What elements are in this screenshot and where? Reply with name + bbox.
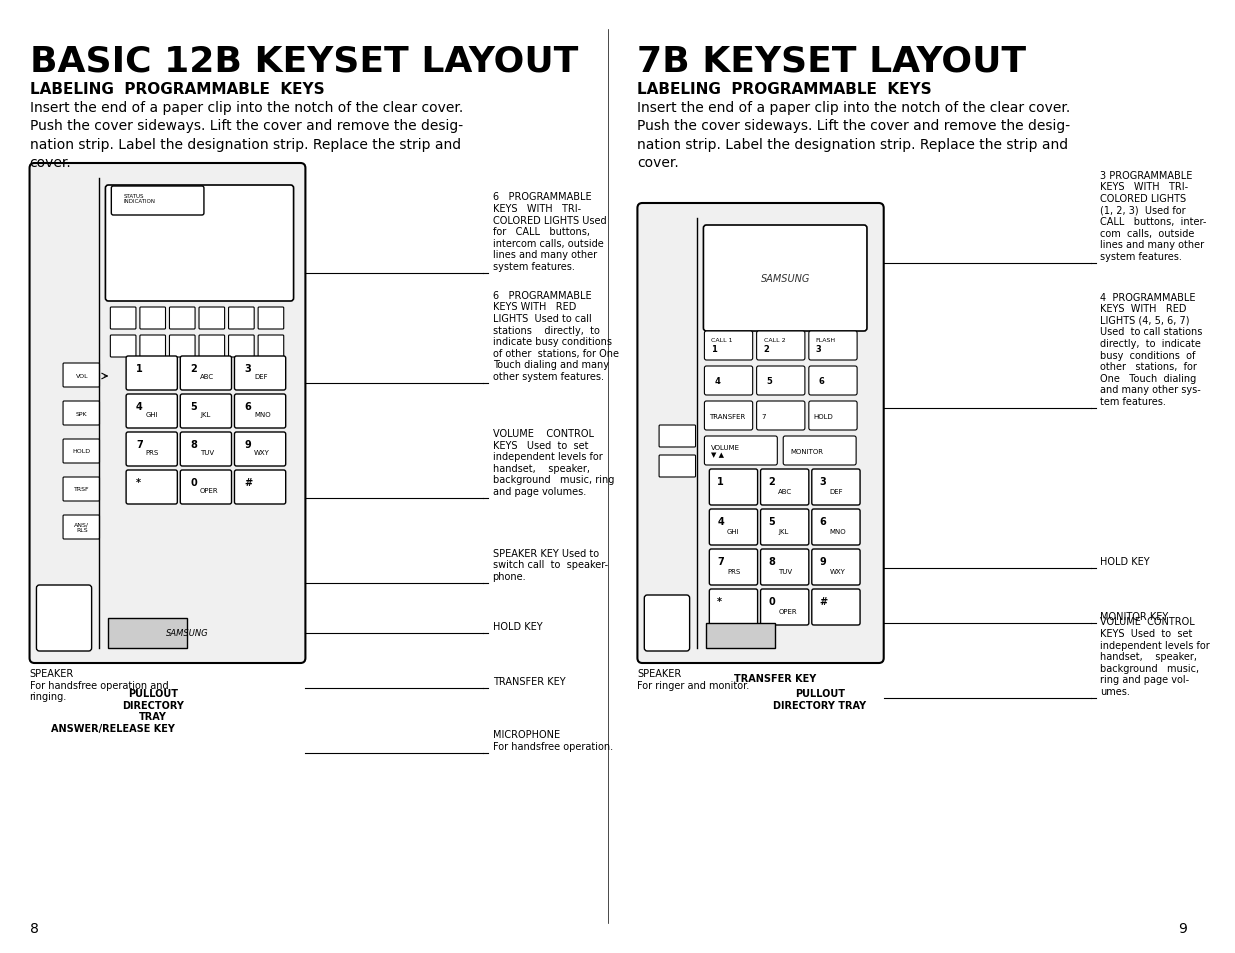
Text: TUV: TUV xyxy=(778,568,793,575)
Text: ABC: ABC xyxy=(200,374,214,379)
Text: 1: 1 xyxy=(711,345,718,355)
FancyBboxPatch shape xyxy=(63,401,100,426)
Text: SAMSUNG: SAMSUNG xyxy=(165,629,209,638)
Text: TRSF: TRSF xyxy=(74,487,90,492)
Text: STATUS
INDICATION: STATUS INDICATION xyxy=(124,193,156,204)
Text: PULLOUT
DIRECTORY TRAY: PULLOUT DIRECTORY TRAY xyxy=(773,688,866,710)
Text: 7: 7 xyxy=(136,439,143,450)
Text: ANS/
RLS: ANS/ RLS xyxy=(74,522,89,533)
Text: TRANSFER KEY: TRANSFER KEY xyxy=(493,677,566,686)
FancyBboxPatch shape xyxy=(704,226,867,332)
FancyBboxPatch shape xyxy=(258,308,284,330)
FancyBboxPatch shape xyxy=(761,470,809,505)
Text: 8: 8 xyxy=(768,557,776,566)
Text: 2: 2 xyxy=(763,345,769,355)
Text: OPER: OPER xyxy=(778,608,797,615)
FancyBboxPatch shape xyxy=(809,332,857,360)
FancyBboxPatch shape xyxy=(757,367,805,395)
Text: DEF: DEF xyxy=(830,489,844,495)
Text: 3: 3 xyxy=(245,364,251,374)
FancyBboxPatch shape xyxy=(757,401,805,431)
Text: 0: 0 xyxy=(768,597,776,606)
FancyBboxPatch shape xyxy=(180,471,231,504)
Text: 5: 5 xyxy=(767,377,772,386)
Text: LABELING  PROGRAMMABLE  KEYS: LABELING PROGRAMMABLE KEYS xyxy=(30,82,324,97)
Text: 7B KEYSET LAYOUT: 7B KEYSET LAYOUT xyxy=(637,44,1026,78)
Text: GHI: GHI xyxy=(146,412,158,417)
Text: 1: 1 xyxy=(136,364,143,374)
FancyBboxPatch shape xyxy=(180,433,231,467)
Text: 5: 5 xyxy=(768,517,776,526)
Text: ABC: ABC xyxy=(778,489,793,495)
Text: #: # xyxy=(820,597,827,606)
Text: 2: 2 xyxy=(768,476,776,486)
Text: SPEAKER
For handsfree operation and
ringing.: SPEAKER For handsfree operation and ring… xyxy=(30,668,168,701)
Text: GHI: GHI xyxy=(727,529,740,535)
FancyBboxPatch shape xyxy=(761,589,809,625)
Text: OPER: OPER xyxy=(200,488,219,494)
Text: 6: 6 xyxy=(245,401,251,412)
Text: BASIC 12B KEYSET LAYOUT: BASIC 12B KEYSET LAYOUT xyxy=(30,44,578,78)
FancyBboxPatch shape xyxy=(180,395,231,429)
FancyBboxPatch shape xyxy=(709,550,757,585)
Text: MNO: MNO xyxy=(254,412,270,417)
Text: SPK: SPK xyxy=(77,411,88,416)
FancyBboxPatch shape xyxy=(659,456,695,477)
Text: VOLUME
▼ ▲: VOLUME ▼ ▲ xyxy=(711,445,740,458)
Text: 9: 9 xyxy=(820,557,826,566)
Text: 9: 9 xyxy=(245,439,251,450)
Bar xyxy=(109,618,188,648)
FancyBboxPatch shape xyxy=(110,335,136,357)
Text: 4: 4 xyxy=(136,401,143,412)
FancyBboxPatch shape xyxy=(637,204,884,663)
FancyBboxPatch shape xyxy=(645,596,689,651)
Text: MNO: MNO xyxy=(830,529,846,535)
Text: 3: 3 xyxy=(820,476,826,486)
Text: MICROPHONE
For handsfree operation.: MICROPHONE For handsfree operation. xyxy=(493,730,613,751)
Text: TUV: TUV xyxy=(200,450,214,456)
Text: 3: 3 xyxy=(816,345,821,355)
Text: JKL: JKL xyxy=(200,412,210,417)
FancyBboxPatch shape xyxy=(228,308,254,330)
Text: 6: 6 xyxy=(820,517,826,526)
Text: VOLUME  CONTROL
KEYS  Used  to  set
independent levels for
handset,    speaker,
: VOLUME CONTROL KEYS Used to set independ… xyxy=(1100,617,1210,697)
Text: CALL 2: CALL 2 xyxy=(763,338,785,343)
FancyBboxPatch shape xyxy=(761,550,809,585)
FancyBboxPatch shape xyxy=(63,477,100,501)
FancyBboxPatch shape xyxy=(235,395,285,429)
FancyBboxPatch shape xyxy=(783,436,856,465)
Text: VOLUME    CONTROL
KEYS   Used  to  set
independent levels for
handset,    speake: VOLUME CONTROL KEYS Used to set independ… xyxy=(493,429,614,497)
FancyBboxPatch shape xyxy=(140,308,165,330)
Text: CALL 1: CALL 1 xyxy=(711,338,732,343)
FancyBboxPatch shape xyxy=(235,471,285,504)
FancyBboxPatch shape xyxy=(704,332,752,360)
FancyBboxPatch shape xyxy=(63,516,100,539)
FancyBboxPatch shape xyxy=(809,367,857,395)
FancyBboxPatch shape xyxy=(235,356,285,391)
Text: 5: 5 xyxy=(190,401,196,412)
Text: 6   PROGRAMMABLE
KEYS WITH   RED
LIGHTS  Used to call
stations    directly,  to
: 6 PROGRAMMABLE KEYS WITH RED LIGHTS Used… xyxy=(493,291,619,381)
Text: MONITOR KEY: MONITOR KEY xyxy=(1100,612,1168,621)
Text: PRS: PRS xyxy=(146,450,159,456)
Text: 9: 9 xyxy=(1178,921,1187,935)
Text: 7: 7 xyxy=(718,557,724,566)
Text: WXY: WXY xyxy=(254,450,270,456)
Text: HOLD KEY: HOLD KEY xyxy=(493,621,542,631)
Text: Insert the end of a paper clip into the notch of the clear cover.
Push the cover: Insert the end of a paper clip into the … xyxy=(637,101,1071,170)
Text: 4: 4 xyxy=(718,517,724,526)
Text: TRANSFER KEY: TRANSFER KEY xyxy=(735,673,816,683)
Text: 4  PROGRAMMABLE
KEYS  WITH   RED
LIGHTS (4, 5, 6, 7)
Used  to call stations
dire: 4 PROGRAMMABLE KEYS WITH RED LIGHTS (4, … xyxy=(1100,293,1203,407)
Text: 3 PROGRAMMABLE
KEYS   WITH   TRI-
COLORED LIGHTS
(1, 2, 3)  Used for
CALL   butt: 3 PROGRAMMABLE KEYS WITH TRI- COLORED LI… xyxy=(1100,171,1207,262)
FancyBboxPatch shape xyxy=(811,510,860,545)
Text: 8: 8 xyxy=(30,921,38,935)
Text: ANSWER/RELEASE KEY: ANSWER/RELEASE KEY xyxy=(52,723,175,733)
Text: SPEAKER KEY Used to
switch call  to  speaker-
phone.: SPEAKER KEY Used to switch call to speak… xyxy=(493,548,608,581)
FancyBboxPatch shape xyxy=(140,335,165,357)
Text: PRS: PRS xyxy=(727,568,740,575)
Bar xyxy=(706,623,776,648)
Text: #: # xyxy=(245,477,252,488)
FancyBboxPatch shape xyxy=(704,401,752,431)
FancyBboxPatch shape xyxy=(704,436,777,465)
FancyBboxPatch shape xyxy=(126,356,178,391)
Text: *: * xyxy=(136,477,141,488)
